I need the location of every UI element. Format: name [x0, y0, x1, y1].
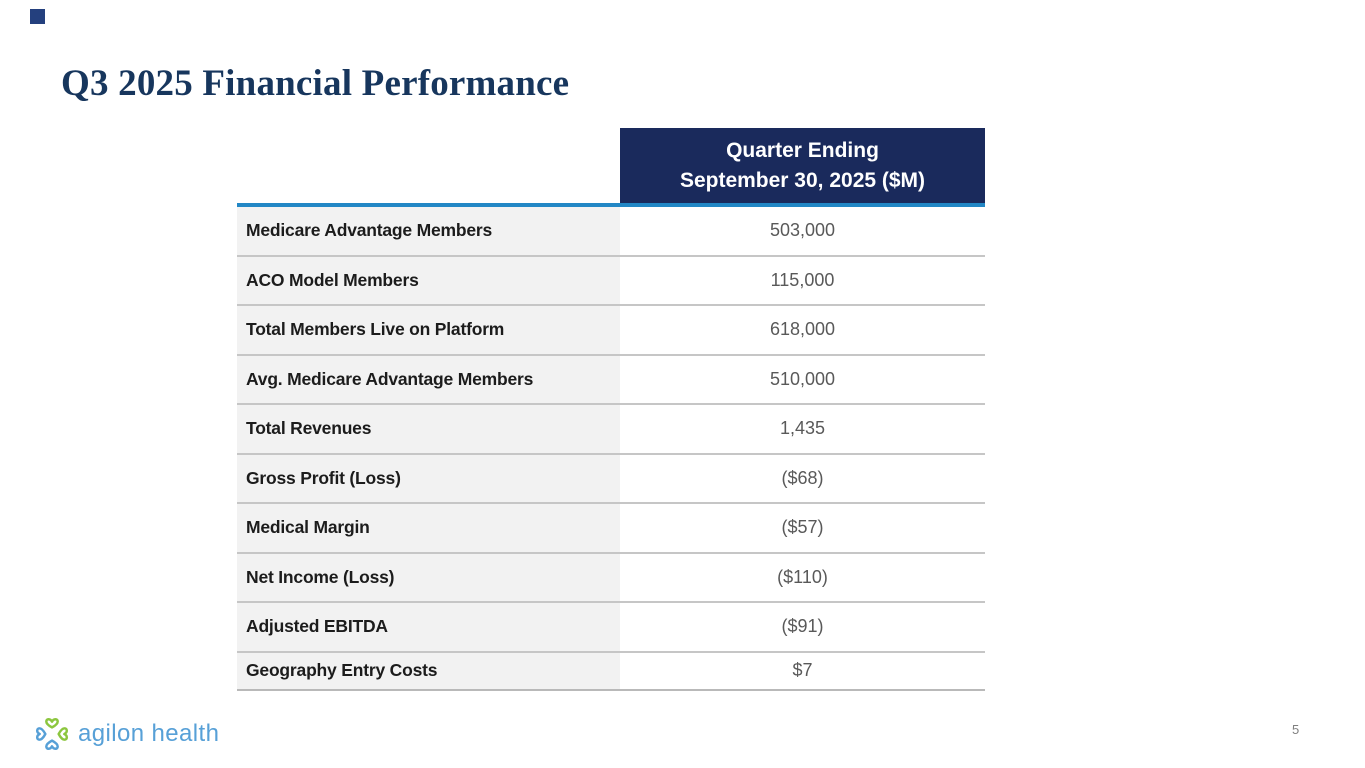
- table-row: Geography Entry Costs $7: [237, 652, 985, 691]
- column-header-line2: September 30, 2025 ($M): [679, 168, 926, 192]
- table-row: Avg. Medicare Advantage Members 510,000: [237, 355, 985, 405]
- row-value: ($91): [781, 616, 824, 637]
- row-label: Adjusted EBITDA: [237, 603, 620, 651]
- financial-table-rows: Medicare Advantage Members 503,000 ACO M…: [237, 207, 985, 691]
- company-logo: agilon health: [33, 714, 219, 754]
- row-value: 115,000: [770, 269, 835, 290]
- table-row: Net Income (Loss) ($110): [237, 553, 985, 603]
- table-row: Gross Profit (Loss) ($68): [237, 454, 985, 504]
- row-label: Medical Margin: [237, 504, 620, 552]
- row-label: Net Income (Loss): [237, 553, 620, 601]
- row-value: ($110): [777, 566, 828, 587]
- row-label: ACO Model Members: [237, 256, 620, 304]
- row-value: 618,000: [769, 319, 836, 340]
- row-label: Gross Profit (Loss): [237, 454, 620, 502]
- accent-square: [30, 9, 45, 24]
- row-label: Total Members Live on Platform: [237, 306, 620, 354]
- row-value: $7: [792, 660, 813, 680]
- table-row: Total Members Live on Platform 618,000: [237, 306, 985, 356]
- table-row: Adjusted EBITDA ($91): [237, 603, 985, 653]
- row-value: 510,000: [769, 368, 836, 389]
- page-number: 5: [1292, 722, 1300, 737]
- column-header-line1: Quarter Ending: [726, 138, 879, 162]
- table-column-header: Quarter Ending September 30, 2025 ($M): [620, 128, 985, 203]
- row-label: Medicare Advantage Members: [237, 207, 620, 255]
- table-row: ACO Model Members 115,000: [237, 256, 985, 306]
- logo-wordmark: agilon health: [78, 720, 220, 747]
- row-value: ($57): [781, 517, 824, 538]
- row-label: Total Revenues: [237, 405, 620, 453]
- clover-asterisk-icon: [35, 717, 69, 751]
- table-row: Medical Margin ($57): [237, 504, 985, 554]
- row-label: Avg. Medicare Advantage Members: [237, 355, 620, 403]
- page-title: Q3 2025 Financial Performance: [61, 63, 570, 104]
- row-label: Geography Entry Costs: [237, 652, 620, 689]
- row-value: 503,000: [769, 220, 836, 241]
- row-value: ($68): [781, 467, 824, 488]
- row-value: 1,435: [779, 418, 826, 439]
- table-row: Total Revenues 1,435: [237, 405, 985, 455]
- table-row: Medicare Advantage Members 503,000: [237, 207, 985, 257]
- table-accent-line: [237, 203, 985, 207]
